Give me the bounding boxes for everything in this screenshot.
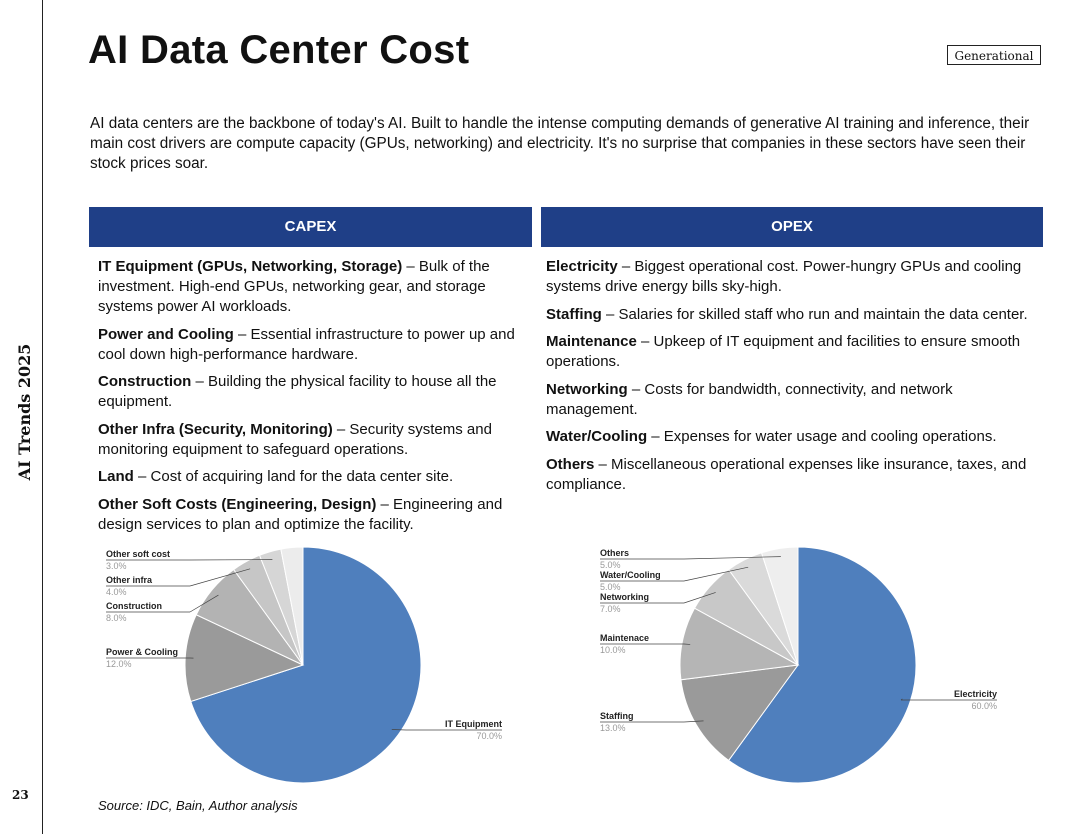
opex-item: Water/Cooling – Expenses for water usage… xyxy=(546,427,1036,447)
opex-item: Networking – Costs for bandwidth, connec… xyxy=(546,380,1036,420)
capex-item: IT Equipment (GPUs, Networking, Storage)… xyxy=(98,257,528,317)
opex-category-label: Maintenace xyxy=(600,633,649,643)
section-tag: Generational xyxy=(947,45,1041,65)
capex-item: Land – Cost of acquiring land for the da… xyxy=(98,467,528,487)
capex-item-desc: – Building the physical facility to hous… xyxy=(98,373,497,410)
capex-value-label: 8.0% xyxy=(106,613,127,623)
opex-pie-slice-maintenace xyxy=(679,607,800,681)
capex-category-label: Power & Cooling xyxy=(106,647,178,657)
capex-category-label: Other infra xyxy=(106,575,153,585)
capex-item-desc: – Engineering and design services to pla… xyxy=(98,495,503,533)
capex-item-term: Power and Cooling xyxy=(98,325,234,343)
capex-item-term: Other Infra (Security, Monitoring) xyxy=(98,420,333,438)
capex-item-desc: – Cost of acquiring land for the data ce… xyxy=(133,468,454,485)
capex-pie-slice-it-equipment xyxy=(190,546,422,784)
capex-item: Other Soft Costs (Engineering, Design) –… xyxy=(98,495,528,535)
page-number: 23 xyxy=(12,788,29,802)
capex-value-label: 70.0% xyxy=(476,731,502,741)
opex-category-label: Networking xyxy=(600,592,649,602)
intro-paragraph: AI data centers are the backbone of toda… xyxy=(90,115,1030,172)
capex-category-label: Other soft cost xyxy=(106,549,170,559)
capex-item-term: Other Soft Costs (Engineering, Design) xyxy=(98,495,377,513)
opex-leader-line xyxy=(683,720,704,723)
opex-item-term: Electricity xyxy=(546,258,618,275)
opex-list: Electricity – Biggest operational cost. … xyxy=(546,257,1036,502)
opex-item-term: Others xyxy=(546,455,595,473)
capex-leader-line xyxy=(189,594,219,613)
opex-value-label: 5.0% xyxy=(600,560,621,570)
page-title: AI Data Center Cost xyxy=(88,28,470,72)
opex-item: Electricity – Biggest operational cost. … xyxy=(546,257,1036,297)
opex-item-term: Networking xyxy=(546,380,628,398)
capex-leader-line xyxy=(391,729,407,731)
capex-item-term: IT Equipment (GPUs, Networking, Storage) xyxy=(98,258,403,275)
opex-item-desc: – Costs for bandwidth, connectivity, and… xyxy=(546,380,953,418)
opex-pie-slice-electricity xyxy=(727,546,917,784)
capex-item: Construction – Building the physical fac… xyxy=(98,372,528,412)
opex-category-label: Others xyxy=(600,548,629,558)
capex-item-desc: – Bulk of the investment. High-end GPUs,… xyxy=(98,258,490,315)
capex-value-label: 4.0% xyxy=(106,587,127,597)
capex-leader-line xyxy=(189,568,251,587)
opex-item-term: Water/Cooling xyxy=(546,428,648,445)
opex-item: Maintenance – Upkeep of IT equipment and… xyxy=(546,332,1036,372)
opex-pie-slice-staffing xyxy=(680,664,800,762)
capex-value-label: 3.0% xyxy=(106,561,127,571)
capex-item-desc: – Security systems and monitoring equipm… xyxy=(98,420,492,458)
capex-item: Power and Cooling – Essential infrastruc… xyxy=(98,325,528,365)
capex-pie-slice-land xyxy=(280,546,304,666)
capex-pie-slice-power-cooling xyxy=(184,614,305,703)
opex-item-desc: – Upkeep of IT equipment and facilities … xyxy=(546,333,1021,370)
opex-item-desc: – Biggest operational cost. Power-hungry… xyxy=(546,258,1022,295)
opex-item-term: Maintenance xyxy=(546,333,637,350)
opex-item-desc: – Salaries for skilled staff who run and… xyxy=(601,305,1028,323)
opex-header: OPEX xyxy=(541,207,1043,247)
sidebar-rule xyxy=(42,0,43,834)
source-note: Source: IDC, Bain, Author analysis xyxy=(98,798,298,813)
opex-pie-slice-others xyxy=(760,546,799,666)
opex-value-label: 60.0% xyxy=(971,701,997,711)
capex-item-term: Land xyxy=(98,468,134,485)
opex-value-label: 5.0% xyxy=(600,582,621,592)
opex-leader-line xyxy=(683,592,716,604)
opex-leader-line xyxy=(900,698,903,701)
opex-value-label: 10.0% xyxy=(600,645,626,655)
opex-leader-line xyxy=(683,566,749,582)
opex-value-label: 7.0% xyxy=(600,604,621,614)
opex-item: Staffing – Salaries for skilled staff wh… xyxy=(546,305,1036,325)
capex-header: CAPEX xyxy=(89,207,532,247)
capex-item-desc: – Essential infrastructure to power up a… xyxy=(98,325,515,363)
capex-category-label: IT Equipment xyxy=(445,719,502,729)
capex-list: IT Equipment (GPUs, Networking, Storage)… xyxy=(98,257,528,542)
opex-item-desc: – Expenses for water usage and cooling o… xyxy=(647,428,997,445)
capex-item: Other Infra (Security, Monitoring) – Sec… xyxy=(98,420,528,460)
opex-item-term: Staffing xyxy=(546,305,602,323)
opex-category-label: Water/Cooling xyxy=(600,570,661,580)
capex-value-label: 12.0% xyxy=(106,659,132,669)
opex-item-desc: – Miscellaneous operational expenses lik… xyxy=(546,455,1027,493)
opex-leader-line xyxy=(683,556,781,560)
opex-item: Others – Miscellaneous operational expen… xyxy=(546,455,1036,495)
capex-item-term: Construction xyxy=(98,373,192,390)
capex-category-label: Construction xyxy=(106,601,162,611)
opex-category-label: Electricity xyxy=(954,689,997,699)
opex-category-label: Staffing xyxy=(600,711,634,721)
opex-value-label: 13.0% xyxy=(600,723,626,733)
